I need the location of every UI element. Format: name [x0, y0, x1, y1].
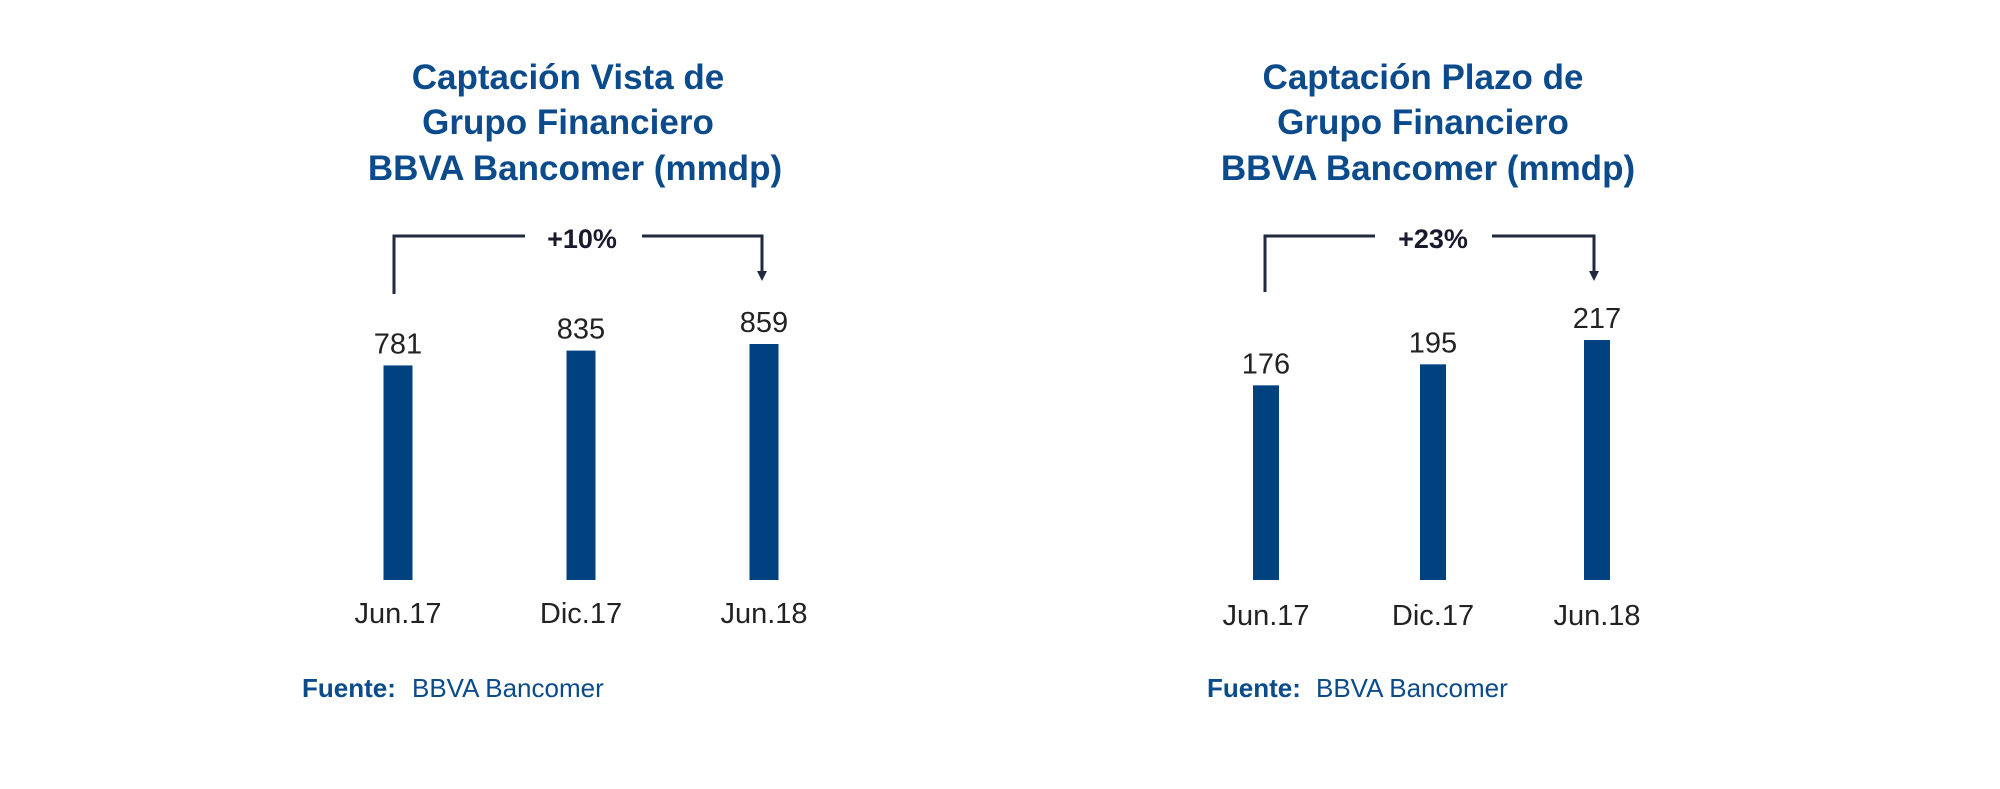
source-label: Fuente:: [302, 673, 396, 703]
x-tick-label: Jun.17: [354, 598, 441, 630]
growth-bracket-right: [1492, 234, 1599, 281]
source-label: Fuente:: [1207, 673, 1301, 703]
bars: 781 Jun.17 835 Dic.17 859 Jun.18: [354, 307, 807, 630]
chart-captacion-vista: Captación Vista de Grupo Financiero BBVA…: [302, 58, 808, 703]
growth-bracket-right: [642, 234, 767, 281]
data-label: 195: [1409, 327, 1457, 359]
chart-title-line-1: Captación Plazo de: [1263, 58, 1584, 97]
data-label: 217: [1573, 303, 1621, 335]
bar-dic-17: [1420, 364, 1446, 580]
chart-title-line-2: Grupo Financiero: [1277, 103, 1569, 142]
growth-bracket-left: [392, 234, 525, 294]
bar-dic-17: [566, 350, 596, 580]
source-value: BBVA Bancomer: [1316, 673, 1508, 703]
x-tick-label: Dic.17: [540, 598, 622, 630]
chart-title-line-2: Grupo Financiero: [422, 103, 714, 142]
data-label: 176: [1242, 348, 1290, 380]
growth-bracket-left: [1263, 234, 1375, 292]
bars: 176 Jun.17 195 Dic.17 217 Jun.18: [1222, 303, 1640, 632]
source-value: BBVA Bancomer: [412, 673, 604, 703]
chart-title-line-1: Captación Vista de: [412, 58, 725, 97]
growth-annotation: +23%: [1398, 224, 1468, 254]
x-tick-label: Jun.18: [720, 598, 807, 630]
bar-jun-18: [749, 344, 779, 580]
data-label: 835: [557, 314, 605, 346]
bar-jun-17: [1253, 385, 1279, 580]
data-label: 859: [740, 307, 788, 339]
bar-jun-18: [1584, 340, 1610, 580]
x-tick-label: Dic.17: [1392, 600, 1474, 632]
bar-jun-17: [383, 365, 413, 580]
x-tick-label: Jun.17: [1222, 600, 1309, 632]
growth-annotation: +10%: [547, 224, 617, 254]
data-label: 781: [374, 328, 422, 360]
x-tick-label: Jun.18: [1553, 600, 1640, 632]
chart-title-line-3: BBVA Bancomer (mmdp): [1221, 149, 1635, 188]
chart-captacion-plazo: Captación Plazo de Grupo Financiero BBVA…: [1207, 58, 1641, 703]
chart-title-line-3: BBVA Bancomer (mmdp): [368, 149, 782, 188]
